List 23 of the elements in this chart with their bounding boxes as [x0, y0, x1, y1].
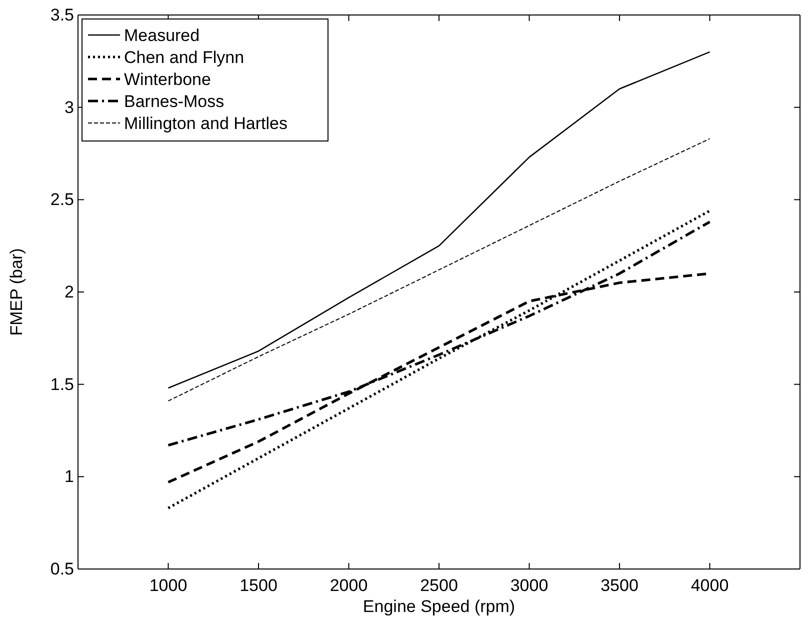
y-axis-title: FMEP (bar) [7, 248, 26, 336]
line-series [168, 138, 710, 402]
legend-label: Chen and Flynn [124, 48, 244, 67]
x-tick-label: 3000 [510, 576, 548, 596]
y-tick-label: 2.5 [50, 190, 74, 210]
x-tick-label: 1500 [240, 576, 278, 596]
legend-label: Measured [124, 26, 200, 45]
y-tick-label: 3.5 [50, 5, 74, 24]
line-series [166, 209, 712, 510]
y-tick-label: 3 [64, 98, 74, 117]
x-tick-label: 2500 [420, 576, 458, 596]
legend-label: Winterbone [124, 70, 211, 89]
legend-label: Millington and Hartles [124, 114, 288, 133]
y-tick-label: 1.5 [50, 374, 74, 394]
x-axis-title: Engine Speed (rpm) [362, 597, 516, 616]
x-tick-label: 1000 [149, 576, 188, 596]
y-tick-label: 2 [64, 282, 74, 302]
y-tick-label: 1 [64, 467, 74, 486]
y-tick-label: 0.5 [50, 559, 74, 578]
x-tick-label: 4000 [690, 576, 729, 596]
legend-label: Barnes-Moss [124, 92, 224, 111]
x-tick-label: 2000 [330, 576, 368, 596]
x-tick-label: 3500 [600, 576, 638, 596]
